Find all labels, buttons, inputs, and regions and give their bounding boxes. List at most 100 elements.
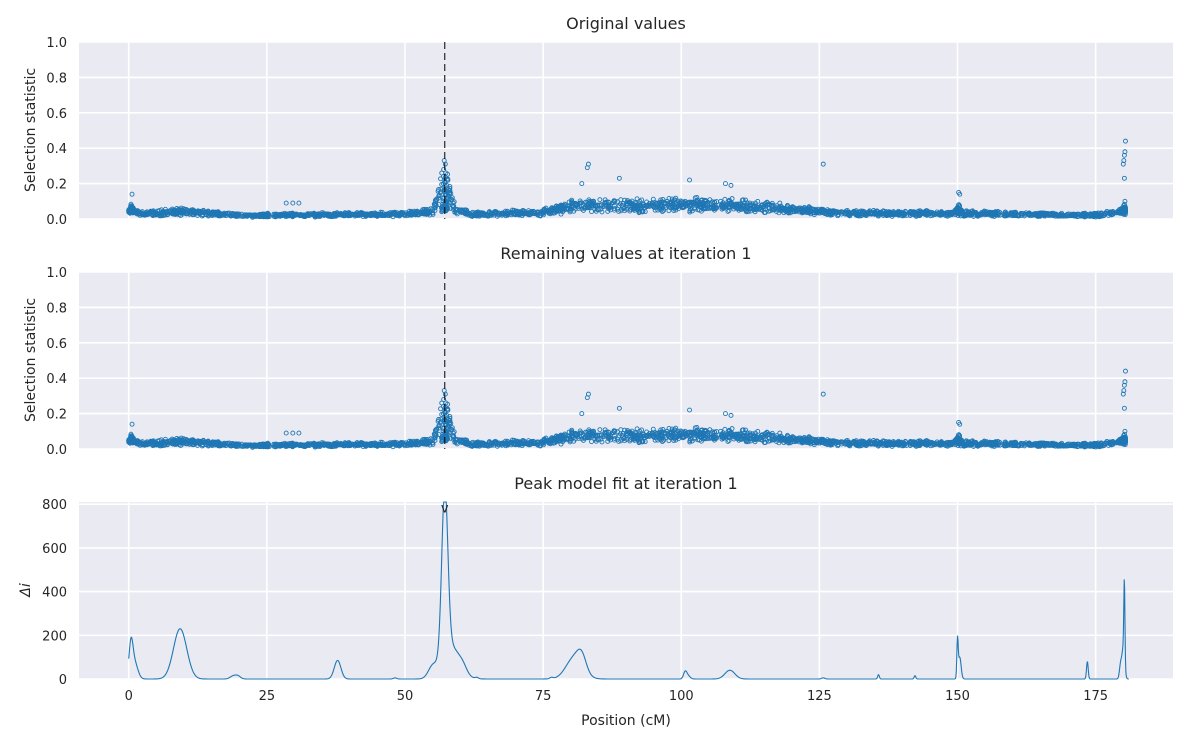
data-point [808, 205, 814, 211]
data-point [597, 197, 603, 203]
data-point [448, 190, 454, 196]
panel-original-values: 0.0 0.2 0.4 0.6 0.8 1.0 Original values Selec… [23, 14, 1173, 228]
data-point [589, 209, 594, 215]
data-point [664, 198, 670, 204]
grid-original [79, 41, 1173, 220]
data-point [838, 209, 844, 215]
data-point [1080, 212, 1086, 218]
data-point [605, 208, 611, 214]
data-point [684, 203, 690, 209]
data-point [699, 201, 705, 207]
data-point [678, 198, 684, 204]
data-point [855, 211, 861, 217]
plot-area-remaining [79, 272, 1173, 449]
data-point [570, 201, 576, 206]
data-point [669, 196, 675, 202]
ytick-label: 0.6 [46, 107, 67, 122]
data-point [640, 208, 646, 214]
data-point [383, 211, 389, 217]
ytick-label: 0.2 [46, 178, 67, 193]
data-point [189, 209, 195, 215]
data-point [271, 211, 277, 217]
ytick-label: 0.8 [46, 71, 67, 86]
data-point [436, 193, 442, 199]
data-point [654, 204, 660, 210]
ytick-label: 0.0 [46, 213, 67, 228]
data-point [649, 200, 655, 206]
plot-area-original [79, 42, 1173, 219]
data-point [697, 201, 703, 207]
data-point [755, 198, 761, 204]
data-point [725, 208, 731, 214]
data-point [642, 205, 648, 211]
data-point [540, 210, 546, 216]
data-point [737, 206, 743, 212]
ylabel-original: Selection statistic [23, 68, 39, 192]
data-point [670, 199, 676, 204]
data-point [687, 208, 693, 214]
data-point [774, 206, 780, 212]
data-point [695, 207, 701, 213]
data-point [592, 206, 598, 212]
ytick-label: 1.0 [46, 36, 67, 51]
data-point [722, 196, 728, 202]
data-point [581, 207, 586, 213]
data-point [973, 210, 979, 216]
data-point [274, 212, 280, 217]
data-point [1033, 212, 1039, 218]
data-point [165, 212, 170, 218]
data-point [563, 202, 569, 208]
data-point [475, 213, 481, 218]
data-point [675, 202, 681, 207]
data-point [394, 210, 400, 216]
title-original: Original values [566, 14, 686, 33]
data-point [440, 173, 446, 179]
points-original [126, 138, 1128, 220]
data-point [740, 197, 746, 203]
data-point [558, 211, 564, 217]
data-point [1051, 212, 1057, 218]
data-point [572, 200, 578, 206]
data-point [599, 209, 605, 215]
data-point [645, 202, 651, 208]
data-point [153, 212, 159, 218]
data-point [742, 205, 748, 211]
data-point [393, 211, 399, 217]
data-point [447, 188, 453, 194]
data-point [496, 210, 502, 216]
data-point [351, 211, 357, 217]
data-point [659, 209, 665, 214]
data-point [450, 204, 456, 210]
data-point [688, 202, 694, 208]
data-point [266, 214, 272, 219]
yticks-original: 0.0 0.2 0.4 0.6 0.8 1.0 [46, 36, 67, 228]
data-point [602, 203, 608, 209]
data-point [139, 210, 145, 216]
data-point [203, 209, 209, 215]
data-point [839, 211, 844, 217]
data-point [970, 208, 976, 214]
data-point [449, 195, 455, 201]
data-point [316, 211, 322, 217]
data-point [521, 210, 527, 216]
data-point [322, 212, 328, 217]
data-point [616, 208, 622, 214]
data-point [1003, 209, 1008, 215]
data-point [354, 211, 360, 217]
data-point [627, 199, 633, 205]
data-point [631, 202, 637, 208]
data-point [463, 211, 469, 217]
data-point [277, 212, 283, 218]
data-point [652, 200, 658, 206]
data-point [565, 207, 571, 212]
data-point [171, 207, 177, 213]
data-point [602, 200, 608, 206]
data-point [853, 212, 859, 218]
data-point [373, 212, 379, 217]
data-point [670, 204, 676, 210]
data-point [523, 210, 529, 216]
data-point [774, 209, 779, 214]
ytick-label: 0.4 [46, 142, 67, 157]
data-point [1107, 209, 1113, 215]
